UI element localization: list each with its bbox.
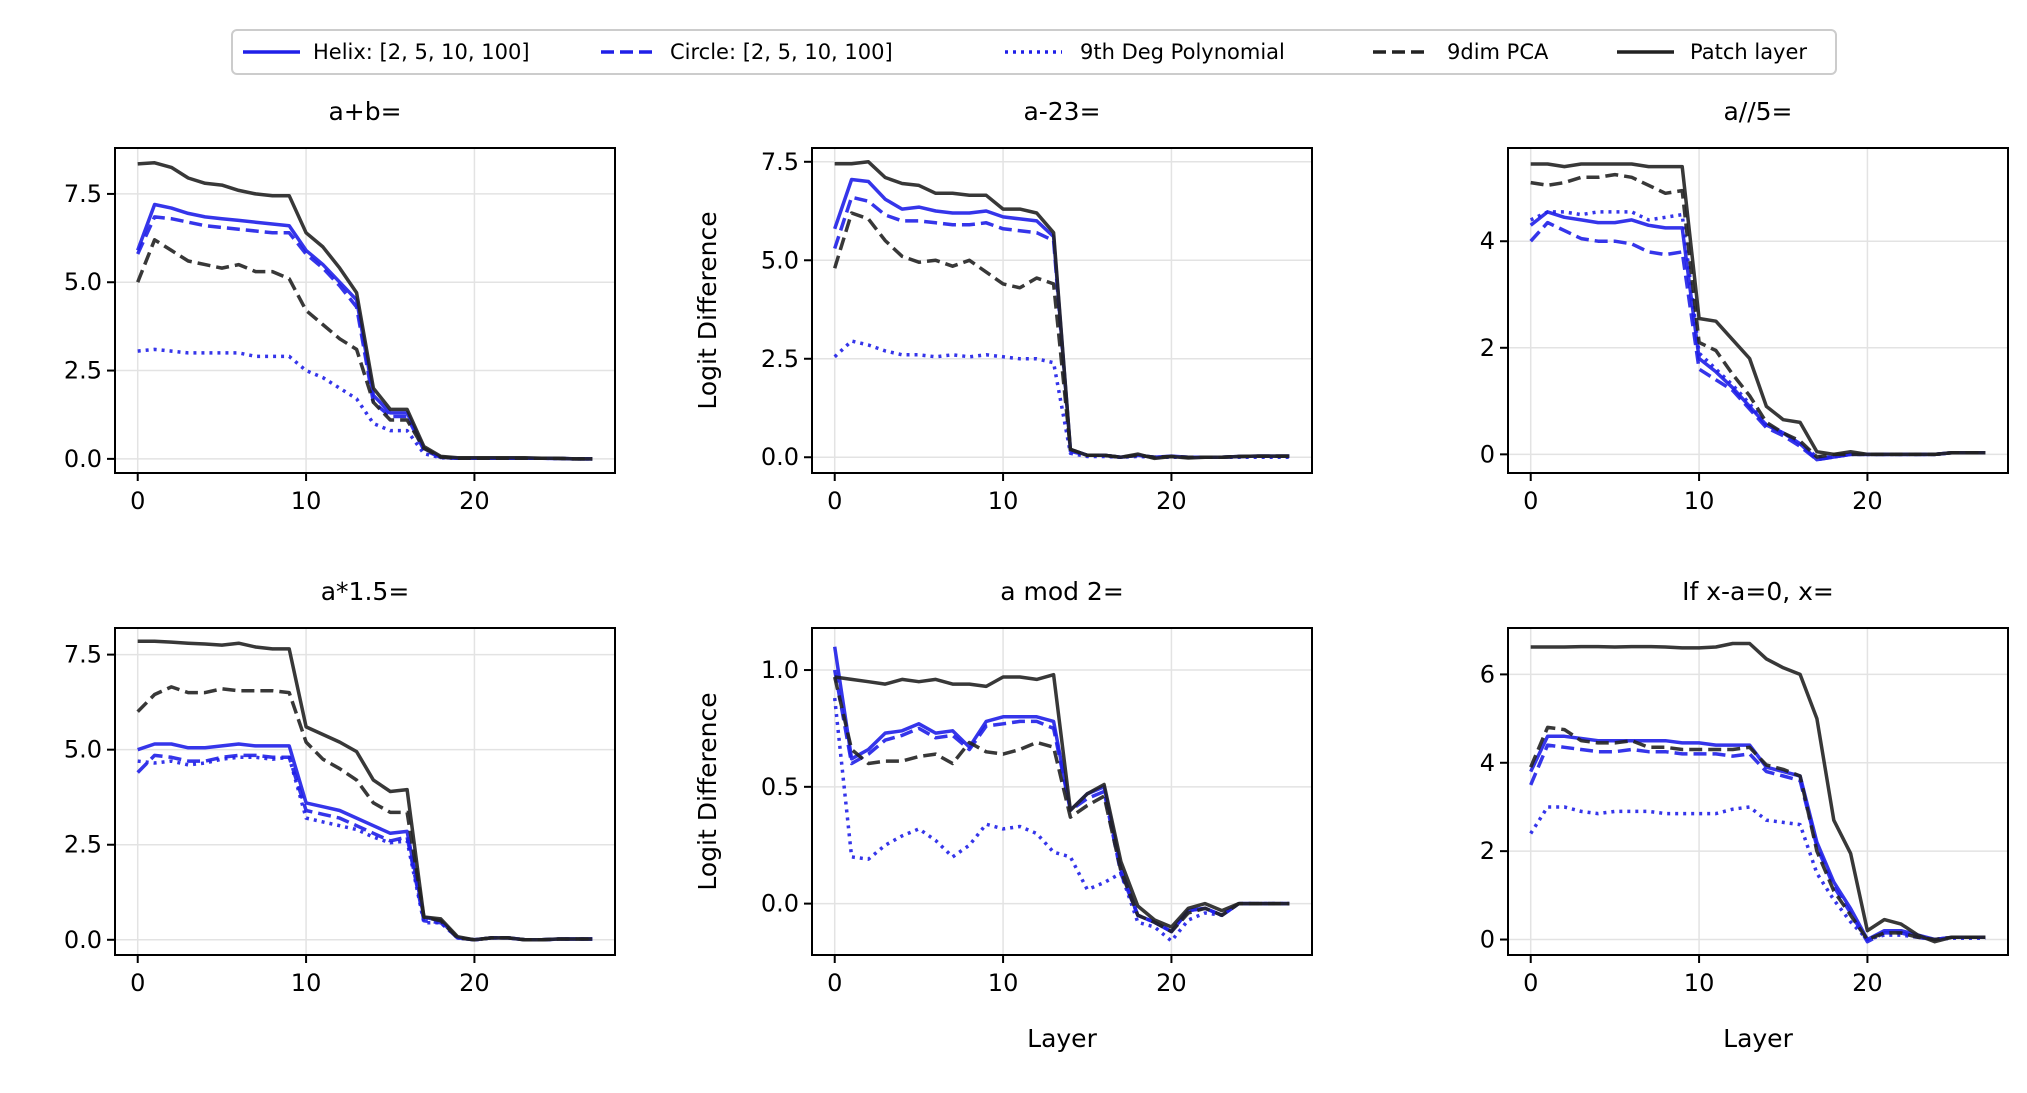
subplot-title: a//5= xyxy=(1723,97,1792,126)
y-tick-label: 4 xyxy=(1480,227,1495,255)
x-tick-label: 0 xyxy=(827,487,842,515)
y-tick-label: 0.0 xyxy=(64,926,102,954)
series-line-9dim-pca xyxy=(136,685,593,942)
subplot-a-times-1-5: 0 10 20 0.0 2.5 5.0 7.5 a*1.5= xyxy=(64,577,616,997)
y-tick-label: 1.0 xyxy=(761,656,799,684)
x-tick-label: 10 xyxy=(291,969,322,997)
x-tick-label: 10 xyxy=(1684,969,1715,997)
series-line-circle-2-5-10-100 xyxy=(136,753,593,942)
series-line-9th-deg-polynomial xyxy=(1529,805,1986,942)
subplot-title: If x-a=0, x= xyxy=(1682,577,1834,606)
x-tick-label: 20 xyxy=(1852,487,1883,515)
series-line-patch-layer xyxy=(834,672,1290,929)
series-line-patch-layer xyxy=(1530,162,1986,457)
series-line-helix-2-5-10-100 xyxy=(1529,734,1986,942)
x-axis-label: Layer xyxy=(1027,1024,1097,1053)
x-tick-label: 10 xyxy=(1684,487,1715,515)
y-tick-label: 0.0 xyxy=(761,443,799,471)
x-tick-label: 20 xyxy=(459,487,490,515)
x-tick-label: 0 xyxy=(1523,969,1538,997)
legend-label-helix: Helix: [2, 5, 10, 100] xyxy=(313,40,530,64)
series-line-patch-layer xyxy=(834,160,1290,461)
y-tick-label: 2.5 xyxy=(761,345,799,373)
series-line-patch-layer xyxy=(137,161,593,461)
series-line-helix-2-5-10-100 xyxy=(137,742,593,942)
subplot-a-plus-b: 0 10 20 0.0 2.5 5.0 7.5 a+b= xyxy=(64,97,616,515)
y-tick-label: 5.0 xyxy=(64,736,102,764)
y-tick-label: 5.0 xyxy=(761,246,799,274)
x-tick-label: 20 xyxy=(1156,969,1187,997)
y-axis-label: Logit Difference xyxy=(693,692,722,890)
y-tick-label: 0.5 xyxy=(761,773,799,801)
legend-label-circle: Circle: [2, 5, 10, 100] xyxy=(670,40,893,64)
subplot-a-minus-23: 0 10 20 0.0 2.5 5.0 7.5 a-23= Logit Difference xyxy=(693,97,1313,515)
x-tick-label: 0 xyxy=(1523,487,1538,515)
series-line-circle-2-5-10-100 xyxy=(1529,220,1986,462)
series-line-helix-2-5-10-100 xyxy=(1529,210,1986,462)
legend-label-patch: Patch layer xyxy=(1690,40,1807,64)
subplot-title: a*1.5= xyxy=(321,577,410,606)
series-line-9dim-pca xyxy=(833,211,1290,459)
x-tick-label: 0 xyxy=(130,969,145,997)
legend-label-pca: 9dim PCA xyxy=(1447,40,1549,64)
x-axis-label: Layer xyxy=(1723,1024,1793,1053)
x-tick-label: 0 xyxy=(827,969,842,997)
series-line-9th-deg-polynomial xyxy=(832,697,1290,943)
x-tick-label: 20 xyxy=(1852,969,1883,997)
y-axis-label: Logit Difference xyxy=(693,211,722,409)
axes-frame xyxy=(811,147,1313,474)
axes-frame xyxy=(1507,627,2009,956)
y-tick-label: 0.0 xyxy=(64,445,102,473)
y-tick-label: 2.5 xyxy=(64,357,102,385)
series-line-9th-deg-polynomial xyxy=(137,755,593,942)
y-tick-label: 6 xyxy=(1480,660,1495,688)
subplot-a-floordiv-5: 0 10 20 0 2 4 a//5= xyxy=(1480,97,2009,515)
y-tick-label: 5.0 xyxy=(64,268,102,296)
y-tick-label: 0 xyxy=(1480,440,1495,468)
legend-frame xyxy=(231,29,1837,75)
x-tick-label: 0 xyxy=(130,487,145,515)
subplot-if-x-minus-a: 0 10 20 0 2 4 6 If x-a=0, x= Layer xyxy=(1480,577,2009,1053)
legend-item-pca: 9dim PCA xyxy=(1373,40,1549,64)
subplot-title: a-23= xyxy=(1023,97,1100,126)
y-tick-label: 7.5 xyxy=(64,180,102,208)
legend-item-patch: Patch layer xyxy=(1617,40,1807,64)
subplot-title: a mod 2= xyxy=(1000,577,1124,606)
legend-item-polynomial: 9th Deg Polynomial xyxy=(1005,40,1285,64)
legend-item-circle: Circle: [2, 5, 10, 100] xyxy=(601,40,893,64)
axes-frame xyxy=(811,627,1313,956)
axes-frame xyxy=(114,147,616,474)
axes-frame xyxy=(114,627,616,956)
y-tick-label: 7.5 xyxy=(761,148,799,176)
subplot-title: a+b= xyxy=(328,97,401,126)
series-line-9th-deg-polynomial xyxy=(137,347,593,461)
legend-label-polynomial: 9th Deg Polynomial xyxy=(1080,40,1285,64)
axes-frame xyxy=(1507,147,2009,474)
x-tick-label: 20 xyxy=(459,969,490,997)
series-line-9th-deg-polynomial xyxy=(833,339,1290,459)
y-tick-label: 2.5 xyxy=(64,831,102,859)
series-line-patch-layer xyxy=(1530,641,1986,944)
y-tick-label: 4 xyxy=(1480,749,1495,777)
y-tick-label: 0 xyxy=(1480,926,1495,954)
y-tick-label: 7.5 xyxy=(64,641,102,669)
x-tick-label: 10 xyxy=(988,969,1019,997)
x-tick-label: 10 xyxy=(988,487,1019,515)
x-tick-label: 10 xyxy=(291,487,322,515)
x-tick-label: 20 xyxy=(1156,487,1187,515)
series-line-9dim-pca xyxy=(832,676,1290,934)
series-line-circle-2-5-10-100 xyxy=(1529,743,1986,944)
legend: Helix: [2, 5, 10, 100] Circle: [2, 5, 10… xyxy=(231,29,1837,75)
series-line-9dim-pca xyxy=(1529,725,1986,942)
y-tick-label: 0.0 xyxy=(761,890,799,918)
series-line-patch-layer xyxy=(137,639,593,942)
series-line-circle-2-5-10-100 xyxy=(832,669,1290,934)
y-tick-label: 2 xyxy=(1480,837,1495,865)
legend-item-helix: Helix: [2, 5, 10, 100] xyxy=(243,40,530,64)
y-tick-label: 2 xyxy=(1480,334,1495,362)
subplot-a-mod-2: 0 10 20 0.0 0.5 1.0 a mod 2= Logit Difference La… xyxy=(693,577,1313,1053)
